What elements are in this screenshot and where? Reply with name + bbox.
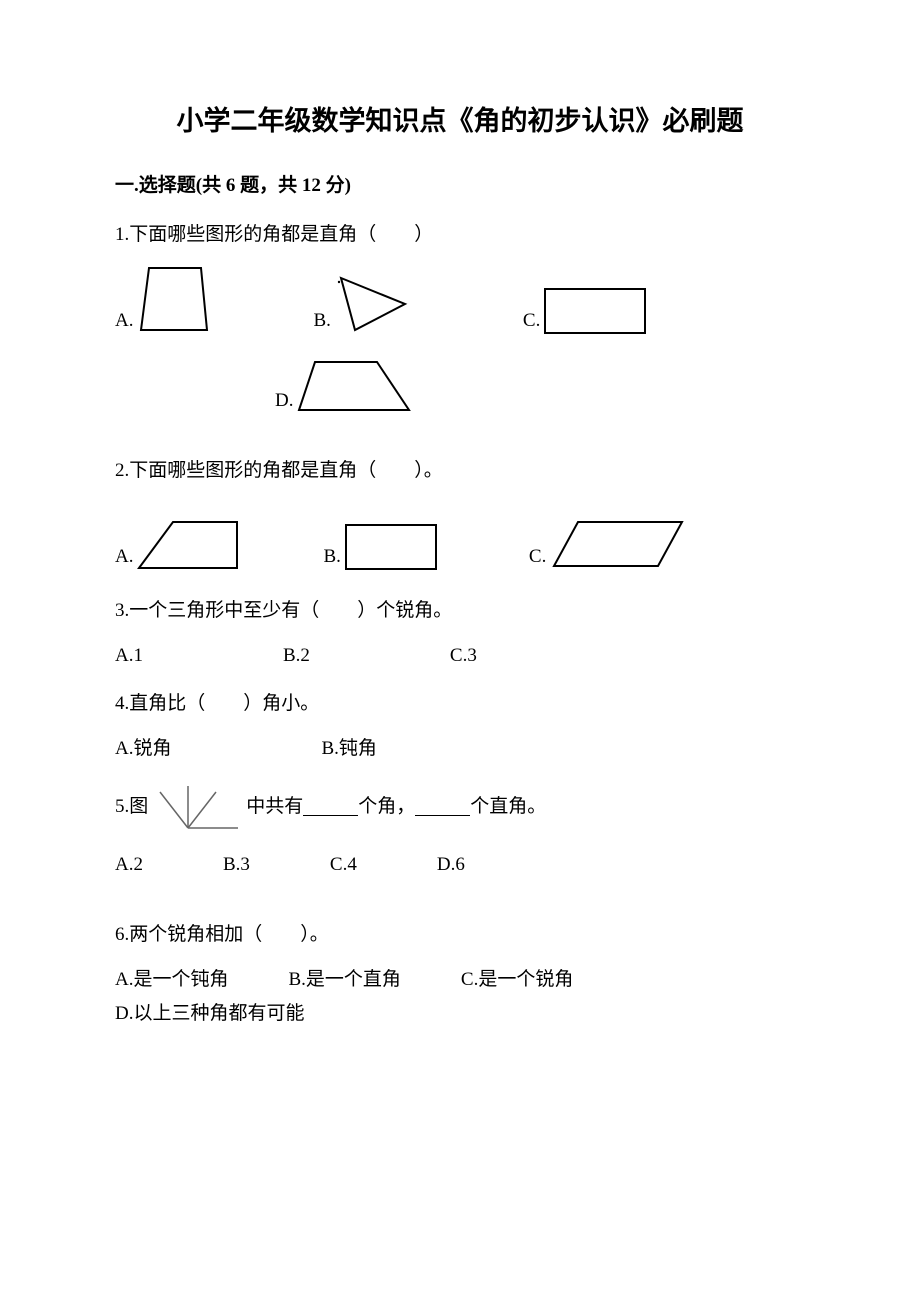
rectangle-shape: [542, 286, 648, 336]
page-title: 小学二年级数学知识点《角的初步认识》必刷题: [115, 100, 805, 143]
q2-opt-a-label: A.: [115, 542, 133, 572]
q5-opt-d: D.6: [437, 850, 465, 880]
q6-opt-d: D.以上三种角都有可能: [115, 999, 304, 1029]
blank-1: [303, 797, 358, 816]
question-1: 1.下面哪些图形的角都是直角（ ） A. B. C. D.: [115, 220, 805, 416]
q1-option-a: A.: [115, 264, 213, 336]
q4-opt-b: B.钝角: [321, 734, 376, 764]
angle-figure: [152, 782, 242, 832]
q2-options-row: A. B. C.: [115, 516, 805, 572]
q5-mid1: 中共有: [246, 792, 303, 822]
q1-option-b: B.: [313, 272, 412, 336]
trapezoid-shape: [135, 264, 213, 336]
q1-opt-b-label: B.: [313, 306, 330, 336]
q1-options-row1: A. B. C.: [115, 264, 805, 336]
trapezoid2-shape: [295, 356, 415, 416]
q3-options: A.1 B.2 C.3: [115, 641, 805, 671]
question-3: 3.一个三角形中至少有（ ）个锐角。 A.1 B.2 C.3: [115, 596, 805, 671]
question-6: 6.两个锐角相加（ ）。 A.是一个钝角 B.是一个直角 C.是一个锐角 D.以…: [115, 920, 805, 1033]
q5-text-row: 5.图 中共有 个角， 个直角。: [115, 782, 805, 832]
q6-options: A.是一个钝角 B.是一个直角 C.是一个锐角 D.以上三种角都有可能: [115, 965, 805, 1034]
q6-text: 6.两个锐角相加（ ）。: [115, 920, 805, 950]
section-header: 一.选择题(共 6 题，共 12 分): [115, 171, 805, 201]
q4-text: 4.直角比（ ）角小。: [115, 689, 805, 719]
q5-opt-c: C.4: [330, 850, 357, 880]
q1-option-d: D.: [275, 356, 755, 416]
q3-opt-a: A.1: [115, 641, 143, 671]
q1-opt-c-label: C.: [523, 306, 540, 336]
q2-option-c: C.: [529, 516, 688, 572]
q3-text: 3.一个三角形中至少有（ ）个锐角。: [115, 596, 805, 626]
q1-opt-a-label: A.: [115, 306, 133, 336]
question-2: 2.下面哪些图形的角都是直角（ ）。 A. B. C.: [115, 456, 805, 572]
q5-opt-a: A.2: [115, 850, 143, 880]
q5-mid3: 个直角。: [470, 792, 546, 822]
q5-prefix: 5.图: [115, 792, 148, 822]
question-5: 5.图 中共有 个角， 个直角。 A.2 B.3 C.4 D.6: [115, 782, 805, 880]
q1-opt-d-label: D.: [275, 386, 293, 416]
q2-option-a: A.: [115, 518, 243, 572]
q2-option-b: B.: [323, 522, 438, 572]
q1-text: 1.下面哪些图形的角都是直角（ ）: [115, 220, 805, 250]
q5-options: A.2 B.3 C.4 D.6: [115, 850, 805, 880]
blank-2: [415, 797, 470, 816]
question-4: 4.直角比（ ）角小。 A.锐角 B.钝角: [115, 689, 805, 764]
q5-opt-b: B.3: [223, 850, 250, 880]
rectangle2-shape: [343, 522, 439, 572]
right-trapezoid-shape: [135, 518, 243, 572]
q6-opt-b: B.是一个直角: [288, 965, 400, 995]
rhombus-shape: [548, 516, 688, 572]
q2-opt-b-label: B.: [323, 542, 340, 572]
q4-opt-a: A.锐角: [115, 734, 171, 764]
q2-opt-c-label: C.: [529, 542, 546, 572]
q3-opt-c: C.3: [450, 641, 477, 671]
q4-options: A.锐角 B.钝角: [115, 734, 805, 764]
q5-mid2: 个角，: [358, 792, 415, 822]
q1-options-row2: D.: [275, 356, 805, 416]
triangle-shape: [333, 272, 413, 336]
q6-opt-c: C.是一个锐角: [461, 965, 573, 995]
q6-opt-a: A.是一个钝角: [115, 965, 228, 995]
q3-opt-b: B.2: [283, 641, 310, 671]
q2-text: 2.下面哪些图形的角都是直角（ ）。: [115, 456, 805, 486]
q1-option-c: C.: [523, 286, 648, 336]
